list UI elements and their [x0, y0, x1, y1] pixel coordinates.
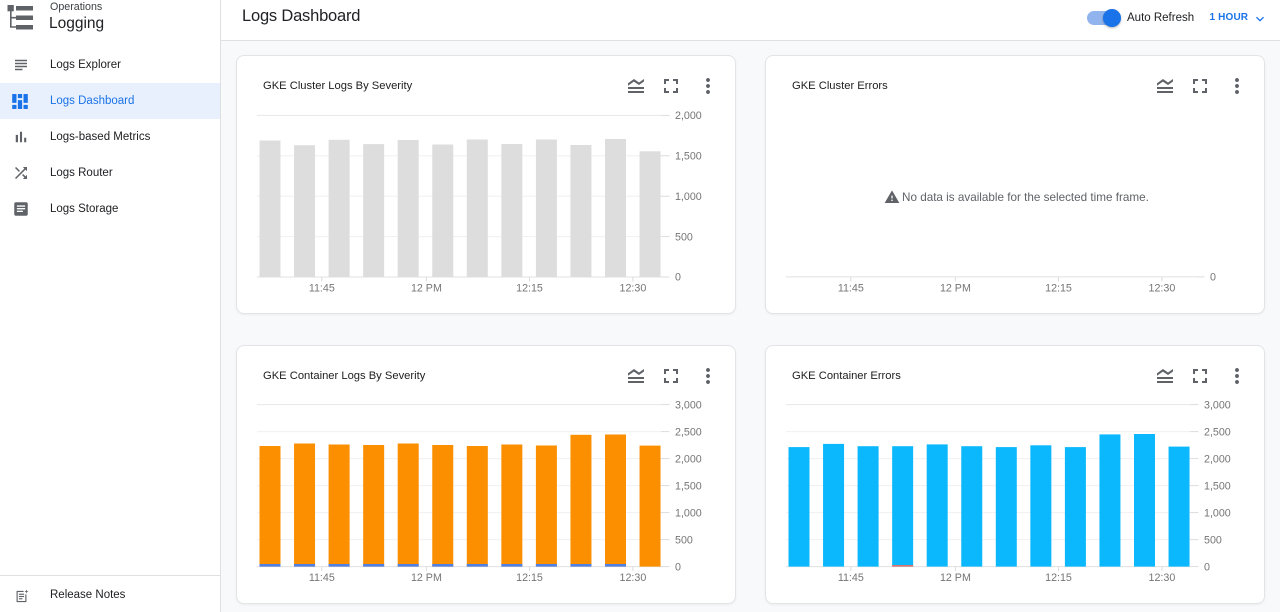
svg-text:500: 500 [675, 534, 693, 546]
svg-text:11:45: 11:45 [838, 282, 864, 294]
svg-text:12:30: 12:30 [620, 283, 647, 295]
svg-text:12:30: 12:30 [1149, 572, 1176, 584]
svg-text:0: 0 [1210, 272, 1216, 284]
svg-text:12 PM: 12 PM [411, 572, 442, 584]
svg-text:2,500: 2,500 [1204, 426, 1231, 438]
svg-text:12:15: 12:15 [1045, 572, 1072, 584]
svg-text:0: 0 [1204, 561, 1210, 573]
svg-text:11:45: 11:45 [309, 283, 335, 295]
svg-text:2,000: 2,000 [1204, 453, 1231, 465]
svg-text:12 PM: 12 PM [940, 282, 971, 294]
svg-text:3,000: 3,000 [1204, 399, 1231, 411]
svg-text:12 PM: 12 PM [411, 283, 442, 295]
svg-text:3,000: 3,000 [675, 399, 702, 411]
svg-text:1,500: 1,500 [675, 480, 702, 492]
svg-text:0: 0 [675, 561, 681, 573]
svg-text:12:15: 12:15 [1045, 282, 1072, 294]
svg-text:12:30: 12:30 [620, 572, 647, 584]
svg-text:2,000: 2,000 [675, 110, 702, 122]
svg-text:12 PM: 12 PM [940, 572, 971, 584]
svg-text:11:45: 11:45 [838, 572, 864, 584]
svg-text:500: 500 [675, 231, 693, 243]
svg-text:1,500: 1,500 [1204, 480, 1231, 492]
svg-text:12:15: 12:15 [516, 572, 543, 584]
svg-text:0: 0 [675, 272, 681, 284]
svg-text:1,000: 1,000 [1204, 507, 1231, 519]
svg-text:1,000: 1,000 [675, 507, 702, 519]
svg-text:2,500: 2,500 [675, 426, 702, 438]
svg-text:1,000: 1,000 [675, 191, 702, 203]
svg-text:1,500: 1,500 [675, 151, 702, 163]
svg-text:2,000: 2,000 [675, 453, 702, 465]
svg-text:11:45: 11:45 [309, 572, 335, 584]
svg-text:12:30: 12:30 [1149, 282, 1176, 294]
svg-text:12:15: 12:15 [516, 283, 543, 295]
svg-text:500: 500 [1204, 534, 1222, 546]
